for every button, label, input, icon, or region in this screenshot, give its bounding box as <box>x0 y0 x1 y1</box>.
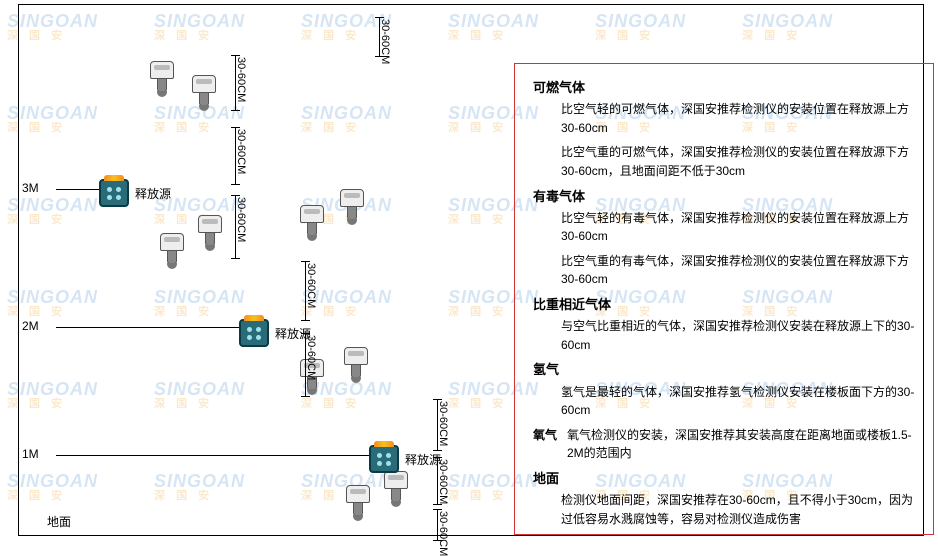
release-source-icon <box>239 319 269 347</box>
dimension-label: 30-60CM <box>437 401 449 446</box>
dimension-label: 30-60CM <box>305 263 317 308</box>
panel-section-para: 检测仪地面间距，深国安推荐在30-60cm，且不得小于30cm，因为过低容易水溅… <box>561 491 919 528</box>
panel-section-para: 比空气重的可燃气体，深国安推荐检测仪的安装位置在释放源下方30-60cm，且地面… <box>561 143 919 180</box>
dimension-marker: 30-60CM <box>305 333 325 397</box>
dimension-label: 30-60CM <box>235 57 247 102</box>
ground-label: 地面 <box>47 513 71 530</box>
panel-section-title: 地面 <box>533 469 919 489</box>
dimension-marker: 30-60CM <box>437 509 457 541</box>
gas-sensor-icon <box>337 189 367 227</box>
gas-sensor-icon <box>195 215 225 253</box>
panel-section-title: 比重相近气体 <box>533 295 919 315</box>
dimension-marker: 30-60CM <box>379 17 399 57</box>
panel-section-para: 比空气轻的有毒气体，深国安推荐检测仪的安装位置在释放源上方30-60cm <box>561 209 919 246</box>
content-layer: 3M2M1M 释放源释放源释放源30-60CM30-60CM30-60CM30-… <box>19 5 923 535</box>
panel-section-title: 可燃气体 <box>533 78 919 98</box>
dimension-label: 30-60CM <box>379 19 391 64</box>
gas-sensor-icon <box>297 205 327 243</box>
dimension-marker: 30-60CM <box>235 195 255 259</box>
axis-tick-line <box>56 455 382 456</box>
panel-inline-row: 氧气氧气检测仪的安装，深国安推荐其安装高度在距离地面或楼板1.5-2M的范围内 <box>533 426 919 463</box>
figure-frame: SINGOAN深 国 安SINGOAN深 国 安SINGOAN深 国 安SING… <box>18 4 924 536</box>
panel-section-para: 比空气轻的可燃气体，深国安推荐检测仪的安装位置在释放源上方30-60cm <box>561 100 919 137</box>
release-source-icon <box>369 445 399 473</box>
release-source: 释放源 <box>99 179 171 207</box>
panel-section-title: 有毒气体 <box>533 187 919 207</box>
axis-tick-line <box>56 327 252 328</box>
dimension-marker: 30-60CM <box>235 55 255 111</box>
dimension-marker: 30-60CM <box>437 457 457 505</box>
panel-section-para: 与空气比重相近的气体，深国安推荐检测仪安装在释放源上下的30-60cm <box>561 317 919 354</box>
axis-tick-label: 1M <box>22 447 39 461</box>
gas-sensor-icon <box>341 347 371 385</box>
release-source-icon <box>99 179 129 207</box>
gas-sensor-icon <box>343 485 373 523</box>
release-source-label: 释放源 <box>405 451 441 468</box>
gas-sensor-icon <box>147 61 177 99</box>
gas-sensor-icon <box>381 471 411 509</box>
release-source: 释放源 <box>369 445 441 473</box>
panel-section-para: 氧气检测仪的安装，深国安推荐其安装高度在距离地面或楼板1.5-2M的范围内 <box>567 426 917 463</box>
dimension-label: 30-60CM <box>235 129 247 174</box>
axis-tick-label: 3M <box>22 181 39 195</box>
panel-section-title: 氢气 <box>533 360 919 380</box>
info-panel: 可燃气体比空气轻的可燃气体，深国安推荐检测仪的安装位置在释放源上方30-60cm… <box>514 63 934 535</box>
gas-sensor-icon <box>157 233 187 271</box>
release-source-label: 释放源 <box>135 185 171 202</box>
panel-section-title: 氧气 <box>533 426 561 445</box>
axis-tick-label: 2M <box>22 319 39 333</box>
gas-sensor-icon <box>189 75 219 113</box>
panel-section-para: 氢气是最轻的气体，深国安推荐氢气检测仪安装在楼板面下方的30-60cm <box>561 383 919 420</box>
dimension-label: 30-60CM <box>437 459 449 504</box>
dimension-marker: 30-60CM <box>235 127 255 185</box>
panel-section-para: 比空气重的有毒气体，深国安推荐检测仪的安装位置在释放源下方30-60cm <box>561 252 919 289</box>
dimension-marker: 30-60CM <box>305 261 325 321</box>
dimension-label: 30-60CM <box>235 197 247 242</box>
dimension-marker: 30-60CM <box>437 399 457 451</box>
dimension-label: 30-60CM <box>437 511 449 556</box>
dimension-label: 30-60CM <box>305 335 317 380</box>
